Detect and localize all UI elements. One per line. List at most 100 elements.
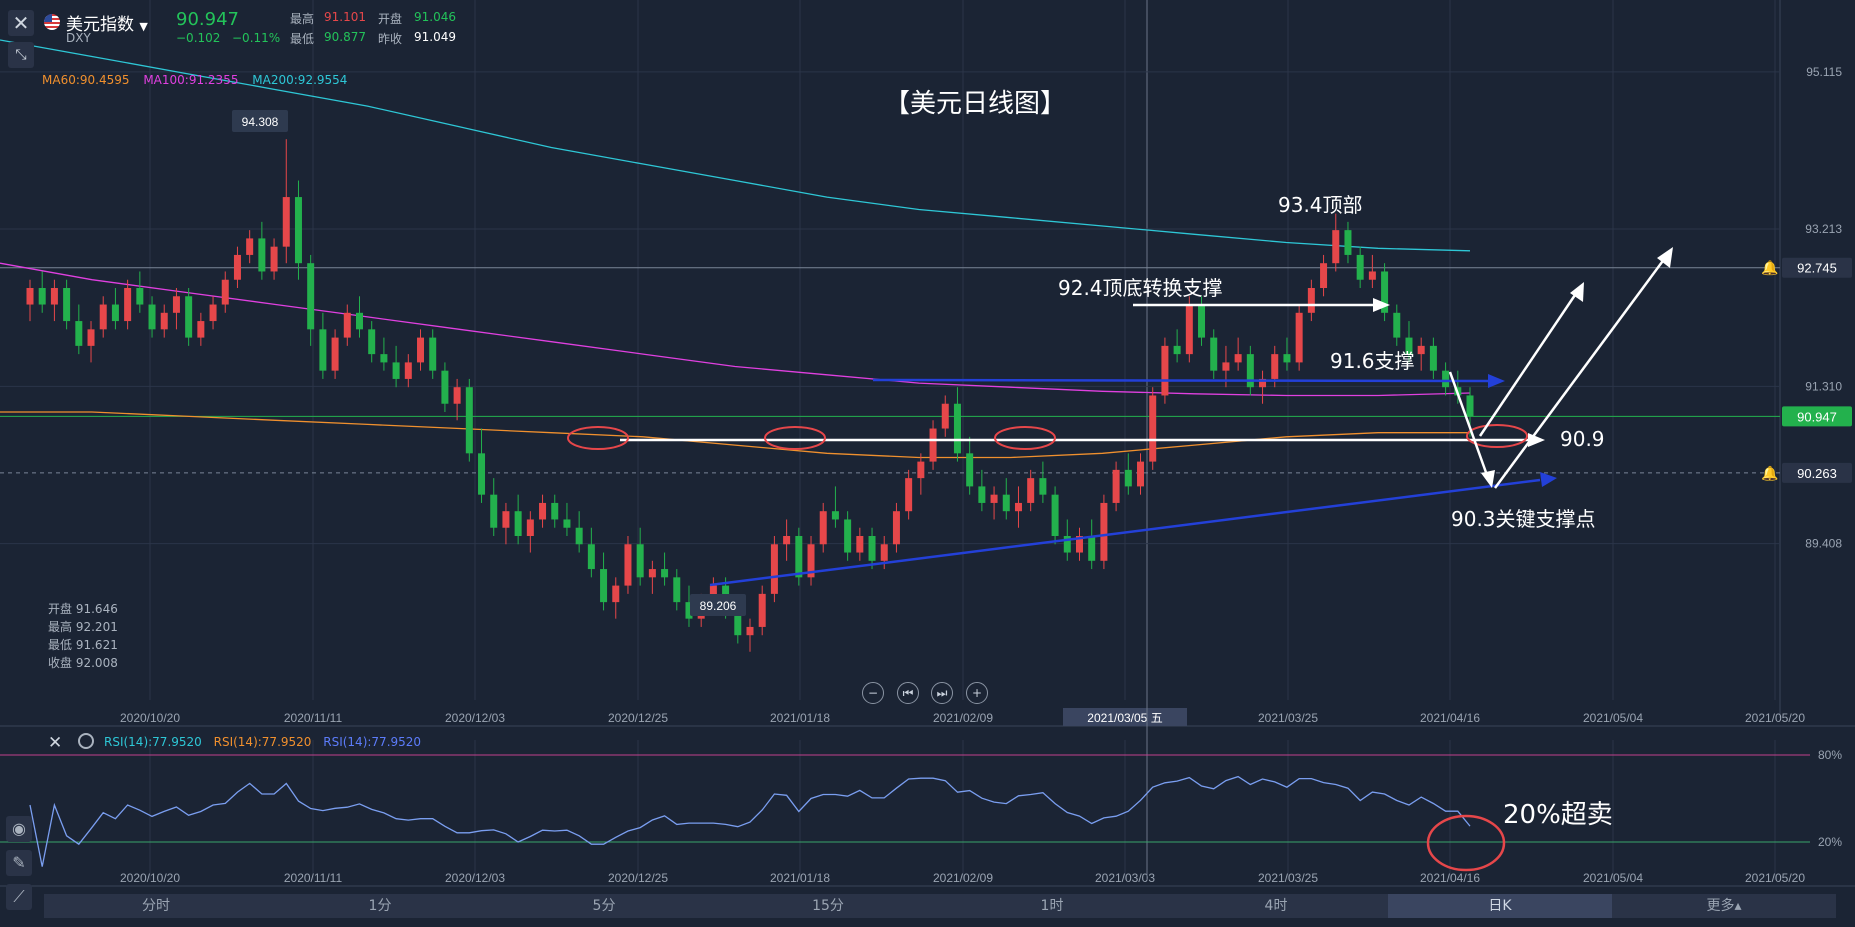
candle-body bbox=[856, 536, 864, 553]
scroll-end-button[interactable]: ⏭ bbox=[931, 682, 953, 704]
trough-label: 89.206 bbox=[700, 599, 737, 613]
tab-5min[interactable]: 5分 bbox=[592, 898, 616, 914]
ma100-line bbox=[0, 262, 1471, 397]
candle-body bbox=[917, 461, 925, 479]
tab-daily[interactable]: 日K bbox=[1388, 894, 1612, 918]
annotation-support: 91.6支撑 bbox=[1330, 349, 1415, 373]
time-axis-label: 2020/10/20 bbox=[120, 711, 180, 725]
candle-body bbox=[1112, 469, 1120, 503]
candle-body bbox=[87, 329, 95, 346]
candle-body bbox=[770, 544, 778, 594]
candle-body bbox=[514, 511, 522, 536]
rsi-time-axis-label: 2021/03/03 bbox=[1095, 871, 1155, 885]
ohlc-low-label: 最低 bbox=[48, 638, 73, 652]
rsi-80-label: 80% bbox=[1818, 748, 1842, 762]
tab-4hour[interactable]: 4时 bbox=[1264, 898, 1288, 914]
price-change: −0.102 bbox=[176, 31, 221, 45]
annotation-oversold: 20%超卖 bbox=[1503, 800, 1613, 830]
candle-body bbox=[319, 329, 327, 371]
support-circle bbox=[1466, 424, 1528, 448]
candle-body bbox=[282, 197, 290, 247]
zoom-in-button[interactable]: + bbox=[966, 682, 988, 704]
us-flag-icon bbox=[44, 14, 60, 30]
candle-body bbox=[1027, 478, 1035, 503]
candle-body bbox=[1295, 312, 1303, 363]
alert-price-tag-label: 92.745 bbox=[1797, 261, 1837, 276]
candle-body bbox=[185, 296, 193, 338]
candle-body bbox=[1161, 345, 1169, 396]
candle-body bbox=[136, 288, 144, 305]
ma60-label: MA60:90.4595 bbox=[42, 73, 130, 87]
candle-body bbox=[648, 569, 656, 578]
candle-body bbox=[526, 519, 534, 536]
candle-body bbox=[50, 288, 58, 305]
current-price-tag bbox=[1782, 406, 1852, 427]
candle-body bbox=[465, 387, 473, 454]
close-rsi-button[interactable]: ✕ bbox=[48, 733, 63, 753]
candle-body bbox=[38, 288, 46, 305]
candle-body bbox=[1149, 395, 1157, 462]
time-axis-label: 2020/12/03 bbox=[445, 711, 505, 725]
peak-label-box bbox=[232, 110, 288, 132]
peak-label: 94.308 bbox=[242, 115, 279, 129]
candle-body bbox=[1234, 354, 1242, 363]
trend-tool-button[interactable]: ⟋ bbox=[6, 884, 32, 910]
candle-body bbox=[75, 321, 83, 346]
candle-body bbox=[1320, 263, 1328, 288]
alert-price-tag bbox=[1782, 257, 1852, 278]
tab-1hour[interactable]: 1时 bbox=[1040, 898, 1064, 914]
rsi-legend: RSI(14):77.9520 RSI(14):77.9520 RSI(14):… bbox=[104, 735, 421, 749]
candle-body bbox=[417, 337, 425, 363]
alert-price-tag-label: 90.263 bbox=[1797, 466, 1837, 481]
rsi-legend-3: RSI(14):77.9520 bbox=[323, 735, 422, 749]
annotation-key: 90.3关键支撑点 bbox=[1451, 507, 1596, 531]
price-axis-label: 89.408 bbox=[1805, 537, 1842, 551]
tab-more[interactable]: 更多▴ bbox=[1706, 898, 1742, 914]
candle-body bbox=[1100, 502, 1108, 561]
down-projection-arrowhead bbox=[1481, 470, 1495, 488]
tab-15min[interactable]: 15分 bbox=[812, 898, 844, 914]
instrument-name[interactable]: 美元指数 ▼ bbox=[66, 10, 148, 35]
ma200-label: MA200:92.9554 bbox=[252, 73, 348, 87]
instrument-name-label: 美元指数 bbox=[66, 15, 134, 35]
zoom-out-button[interactable]: − bbox=[862, 682, 884, 704]
draw-tool-button[interactable]: ⤡ bbox=[8, 42, 34, 68]
annotation-title: 【美元日线图】 bbox=[884, 89, 1066, 119]
candle-body bbox=[1075, 536, 1083, 553]
up-projection-arrowhead-1 bbox=[1570, 282, 1584, 302]
candle-body bbox=[1210, 337, 1218, 371]
candle-body bbox=[819, 511, 827, 545]
tab-1min[interactable]: 1分 bbox=[368, 898, 392, 914]
candle-body bbox=[148, 304, 156, 330]
pencil-tool-button[interactable]: ✎ bbox=[6, 850, 32, 876]
dropdown-caret-icon[interactable]: ▼ bbox=[139, 20, 148, 33]
candle-body bbox=[673, 577, 681, 603]
rsi-settings-icon[interactable] bbox=[78, 733, 94, 749]
close-chart-button[interactable]: ✕ bbox=[8, 10, 34, 36]
rsi-line bbox=[29, 775, 1471, 867]
time-axis-label: 2021/03/25 bbox=[1258, 711, 1318, 725]
candle-body bbox=[197, 321, 205, 338]
candle-body bbox=[1344, 230, 1352, 255]
candle-body bbox=[209, 304, 217, 322]
indicator-tool-button[interactable]: ◉ bbox=[6, 816, 32, 842]
candle-body bbox=[1429, 345, 1437, 371]
ohlc-readout: 开盘 91.646 最高 92.201 最低 91.621 收盘 92.008 bbox=[48, 600, 118, 672]
candle-body bbox=[307, 263, 315, 330]
candle-body bbox=[807, 544, 815, 578]
rsi-time-axis-label: 2021/04/16 bbox=[1420, 871, 1480, 885]
tab-fenshi[interactable]: 分时 bbox=[142, 898, 170, 914]
candle-body bbox=[831, 511, 839, 520]
rsi-20-label: 20% bbox=[1818, 835, 1842, 849]
support-circle bbox=[994, 426, 1056, 450]
instrument-code: DXY bbox=[66, 31, 91, 45]
candle-body bbox=[746, 626, 754, 636]
candle-body bbox=[1198, 304, 1206, 338]
peak-label-group: 94.308 bbox=[232, 110, 288, 132]
scroll-start-button[interactable]: ⏮ bbox=[897, 682, 919, 704]
price-axis-label: 95.115 bbox=[1806, 65, 1842, 79]
candle-body bbox=[404, 362, 412, 379]
support-916-line bbox=[872, 378, 1491, 383]
candle-body bbox=[539, 502, 547, 520]
